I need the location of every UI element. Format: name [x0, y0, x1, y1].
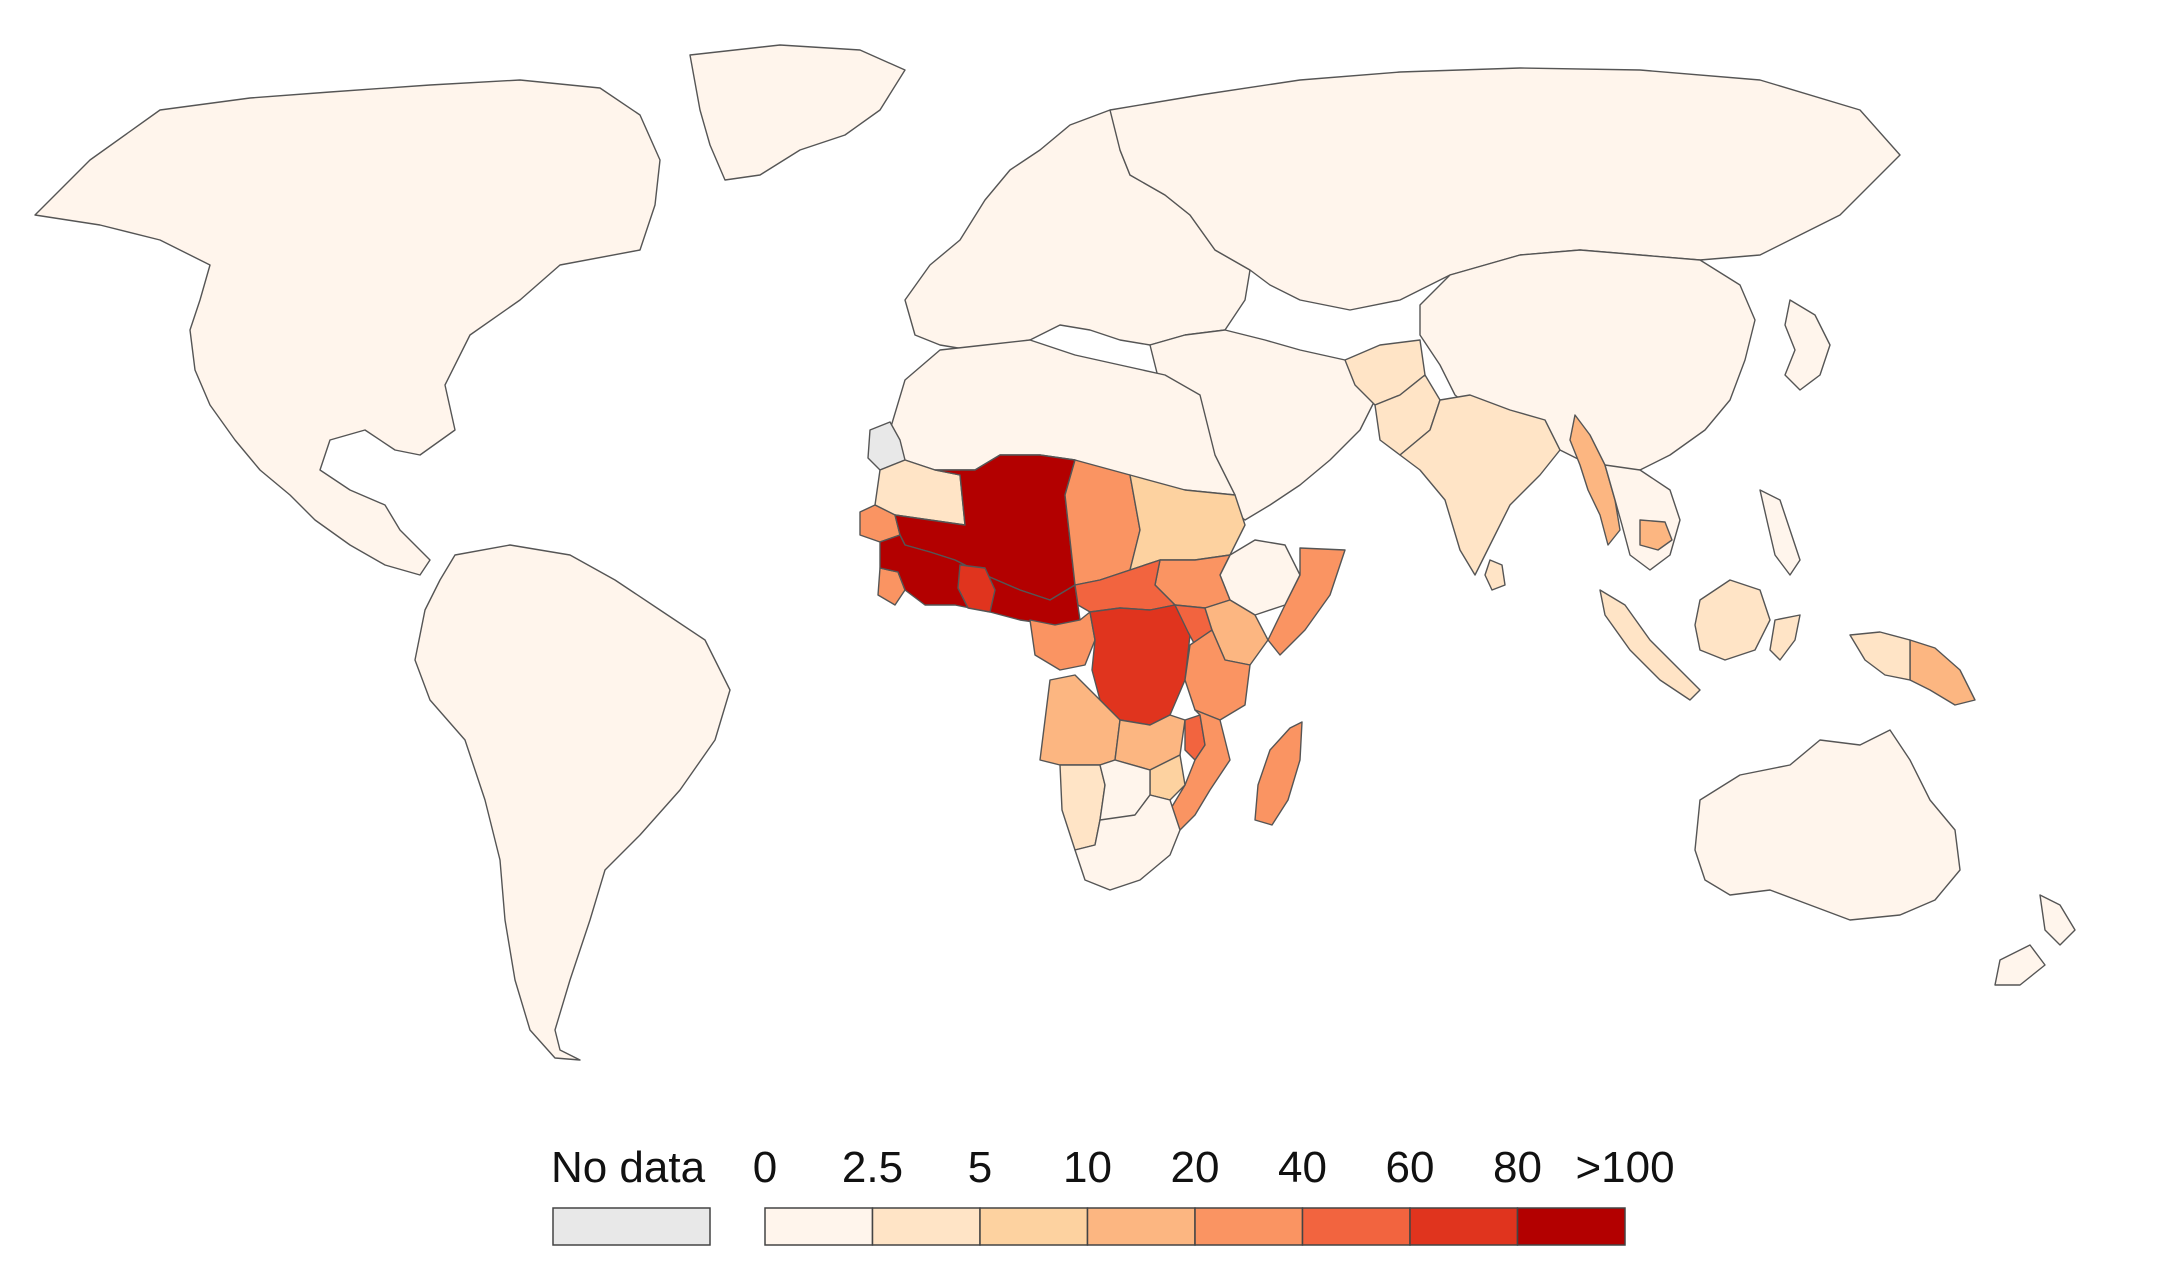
legend-tick-label-8: >100	[1575, 1143, 1674, 1192]
legend-color-scale	[764, 1207, 1626, 1246]
region-south-africa[interactable]	[1074, 794, 1181, 891]
region-south-america[interactable]	[414, 544, 731, 1061]
legend-swatch-6	[1409, 1207, 1519, 1246]
legend-tick-label-7: 80	[1493, 1143, 1542, 1192]
region-ghana[interactable]	[957, 564, 996, 613]
legend-swatch-1	[871, 1207, 981, 1246]
country-layer	[34, 44, 2076, 1061]
region-myanmar[interactable]	[1569, 414, 1621, 546]
region-tanzania[interactable]	[1184, 629, 1251, 721]
legend-swatch-2	[979, 1207, 1089, 1246]
legend-tick-label-4: 20	[1171, 1143, 1220, 1192]
region-somalia[interactable]	[1267, 547, 1346, 656]
region-north-america[interactable]	[34, 79, 661, 576]
region-japan[interactable]	[1784, 299, 1831, 391]
legend-tick-label-2: 5	[968, 1143, 992, 1192]
legend-swatch-3	[1086, 1207, 1196, 1246]
legend-tick-label-1: 2.5	[842, 1143, 903, 1192]
legend-tick-label-6: 60	[1386, 1143, 1435, 1192]
region-greenland[interactable]	[689, 44, 906, 181]
legend-swatch-5	[1301, 1207, 1411, 1246]
region-philippines[interactable]	[1759, 489, 1801, 576]
region-india[interactable]	[1399, 394, 1561, 576]
legend-tick-label-0: 0	[753, 1143, 777, 1192]
region-new-zealand[interactable]	[1994, 894, 2076, 986]
map-legend: No data 0 2.5 5 10 20 40 60 80 >100	[551, 1143, 1675, 1246]
legend-tick-label-3: 10	[1063, 1143, 1112, 1192]
region-sumatra[interactable]	[1599, 589, 1701, 701]
region-borneo[interactable]	[1694, 579, 1771, 661]
legend-no-data-label: No data	[551, 1143, 706, 1192]
legend-swatch-4	[1194, 1207, 1304, 1246]
legend-tick-labels: 0 2.5 5 10 20 40 60 80 >100	[753, 1143, 1675, 1192]
region-west-papua[interactable]	[1849, 631, 1911, 681]
region-australia[interactable]	[1694, 729, 1961, 921]
legend-no-data-swatch	[552, 1207, 711, 1246]
legend-tick-label-5: 40	[1278, 1143, 1327, 1192]
region-cambodia[interactable]	[1639, 519, 1673, 551]
region-chad[interactable]	[1064, 459, 1141, 586]
legend-swatch-7	[1516, 1207, 1626, 1246]
legend-swatch-0	[764, 1207, 874, 1246]
region-sri-lanka[interactable]	[1484, 559, 1506, 591]
region-papua-new-guinea[interactable]	[1909, 639, 1976, 706]
region-madagascar[interactable]	[1254, 721, 1303, 826]
region-sulawesi[interactable]	[1769, 614, 1801, 661]
